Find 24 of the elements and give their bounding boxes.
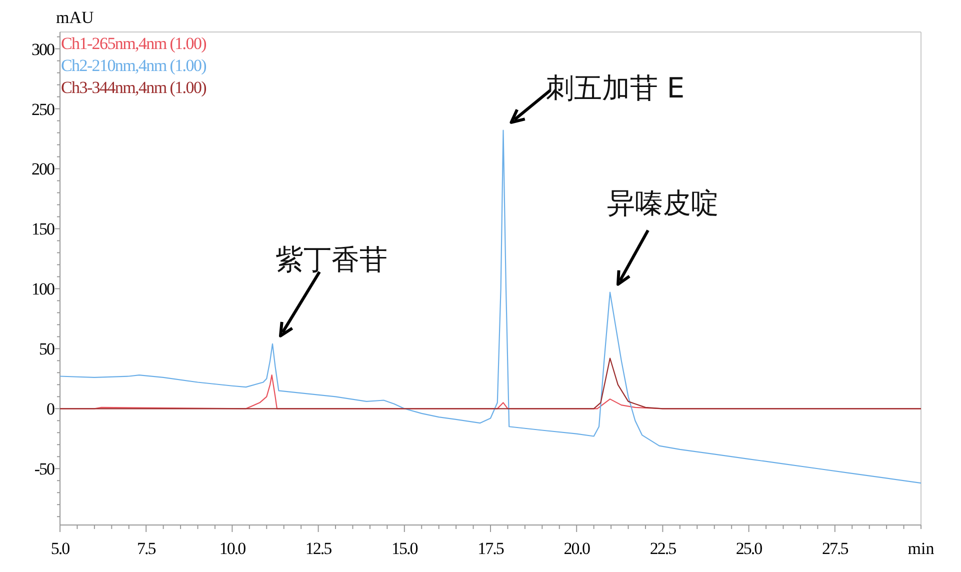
x-tick-label: 10.0 [219,539,246,558]
y-tick-label: 100 [32,280,54,299]
y-tick-label: 50 [39,340,54,359]
y-tick-label: -50 [34,460,54,479]
y-tick-label: 300 [32,40,54,59]
x-tick-label: 17.5 [478,539,504,558]
y-tick-label: 200 [32,160,54,179]
legend: Ch1-265nm,4nm (1.00) Ch2-210nm,4nm (1.00) Ch3-344nm,4nm (1.00) [61,34,206,97]
y-axis-title: mAU [56,8,94,27]
x-tick-label: 27.5 [822,539,848,558]
x-tick-label: 20.0 [564,539,590,558]
annotation: 异嗪皮啶 [607,186,720,220]
x-axis-title: min [908,539,935,558]
x-tick-label: 25.0 [736,539,762,558]
annotation: 紫丁香苷 [275,242,388,276]
x-tick-label: 12.5 [305,539,332,558]
x-tick-label: 22.5 [650,539,676,558]
x-tick-label: 7.5 [136,539,156,558]
x-tick-label: 5.0 [50,539,70,558]
annotation: 刺五加苷 E [546,71,685,104]
y-tick-label: 0 [46,400,54,419]
x-tick-label: 15.0 [392,539,418,558]
y-tick-label: 150 [32,220,54,239]
y-tick-label: 250 [32,100,54,119]
